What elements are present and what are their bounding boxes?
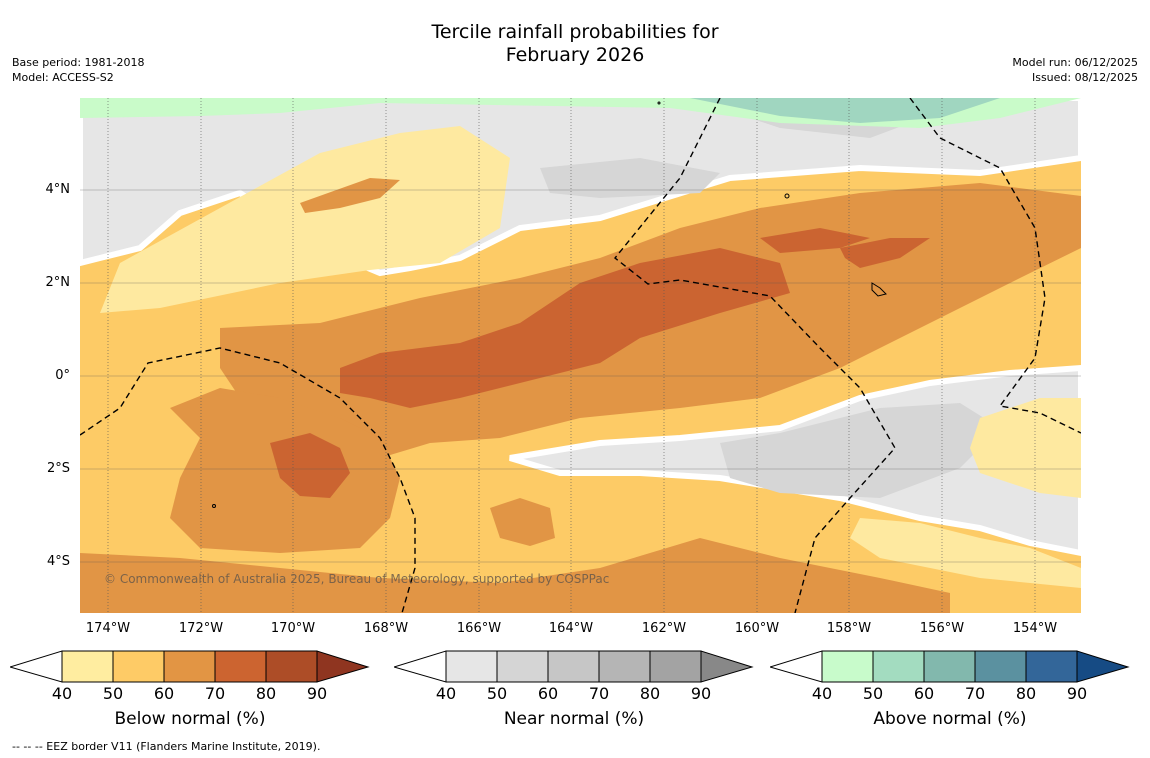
title-line-1: Tercile rainfall probabilities for (431, 21, 719, 43)
near-normal-dark-south (720, 403, 1000, 498)
below-80-core (340, 248, 790, 408)
below-80-patch-east (760, 228, 870, 253)
model-run: Model run: 06/12/2025 (1012, 56, 1138, 69)
lon-label: 160°W (734, 621, 780, 636)
colorbar-title-below: Below normal (%) (114, 709, 266, 729)
lat-label-4n: 4°N (45, 182, 71, 197)
below-70-patch-north (300, 178, 400, 213)
colorbar-swatch (163, 650, 216, 683)
below-80-patch-far-east (840, 238, 930, 268)
island-dot (657, 101, 661, 105)
issued-date: Issued: 08/12/2025 (1031, 71, 1138, 84)
colorbar-swatch (923, 650, 976, 683)
colorbar-swatch (1025, 650, 1078, 683)
colorbar-tick: 70 (204, 684, 226, 703)
colorbar-tick: 40 (811, 684, 833, 703)
colorbar-tick: 80 (639, 684, 661, 703)
lon-label: 164°W (548, 621, 594, 636)
lat-label-0: 0° (55, 368, 70, 383)
meta-left: Base period: 1981-2018 Model: ACCESS-S2 (12, 55, 144, 85)
colorbar-swatch (821, 650, 874, 683)
lat-label-2s: 2°S (46, 461, 70, 476)
colorbar-swatch (496, 650, 549, 683)
title-line-2: February 2026 (505, 44, 645, 66)
colorbar-tick: 80 (255, 684, 277, 703)
lon-label: 172°W (178, 621, 224, 636)
colorbar-tick: 40 (51, 684, 73, 703)
near-normal-dark-north (540, 158, 720, 198)
colorbar-below-normal (10, 650, 370, 683)
below-50-band-north (100, 126, 510, 313)
colorbar-swatch (974, 650, 1027, 683)
colorbar-swatch (1076, 650, 1130, 683)
lon-label: 168°W (363, 621, 409, 636)
colorbar-tick: 70 (588, 684, 610, 703)
lon-label: 154°W (1012, 621, 1058, 636)
base-period: Base period: 1981-2018 (12, 56, 145, 69)
lat-gridlines (80, 189, 1081, 563)
colorbar-tick: 70 (964, 684, 986, 703)
colorbar-above-normal (770, 650, 1130, 683)
colorbar-title-near: Near normal (%) (503, 709, 645, 729)
colorbar-tick: 80 (1015, 684, 1037, 703)
colorbar-tick: 90 (1066, 684, 1088, 703)
colorbar-swatch (61, 650, 114, 683)
colorbar-tick: 40 (435, 684, 457, 703)
model-name: Model: ACCESS-S2 (12, 71, 114, 84)
colorbar-swatch (265, 650, 318, 683)
island-dot (784, 193, 790, 199)
colorbar-swatch (394, 650, 447, 683)
above-normal-60-north (690, 98, 1000, 123)
colorbar-swatch (316, 650, 370, 683)
colorbar-near-normal (394, 650, 754, 683)
island-dot (212, 504, 216, 508)
lon-label: 166°W (456, 621, 502, 636)
lon-gridlines (107, 98, 1036, 613)
colorbar-title-above: Above normal (%) (873, 709, 1027, 729)
colorbar-swatch (598, 650, 651, 683)
lon-label: 170°W (270, 621, 316, 636)
lon-label: 156°W (919, 621, 965, 636)
colorbar-tick: 90 (690, 684, 712, 703)
colorbar-swatch (872, 650, 925, 683)
below-80-patch-sw (270, 433, 350, 498)
lon-label: 174°W (85, 621, 131, 636)
colorbar-tick: 50 (862, 684, 884, 703)
colorbar-swatch (214, 650, 267, 683)
map-credit: © Commonwealth of Australia 2025, Bureau… (104, 572, 610, 586)
lon-label: 162°W (641, 621, 687, 636)
meta-right: Model run: 06/12/2025 Issued: 08/12/2025 (1012, 55, 1138, 85)
colorbar-swatch (10, 650, 63, 683)
probability-map (80, 98, 1081, 613)
colorbar-tick: 90 (306, 684, 328, 703)
islands (212, 101, 887, 508)
colorbar-swatch (649, 650, 702, 683)
colorbar-tick: 50 (102, 684, 124, 703)
lon-label: 158°W (826, 621, 872, 636)
eez-borders (80, 98, 1081, 613)
colorbar-swatch (445, 650, 498, 683)
colorbar-tick: 60 (913, 684, 935, 703)
colorbar-tick: 60 (537, 684, 559, 703)
below-70-patch-south (490, 498, 555, 546)
lat-label-4s: 4°S (46, 554, 70, 569)
colorbar-swatch (547, 650, 600, 683)
colorbar-tick: 50 (486, 684, 508, 703)
below-70-band-bottom (80, 538, 950, 613)
colorbar-tick: 60 (153, 684, 175, 703)
island-outline (871, 282, 887, 297)
eez-footer-note: -- -- -- EEZ border V11 (Flanders Marine… (12, 740, 321, 753)
colorbar-swatch (770, 650, 823, 683)
below-50-southeast (850, 518, 1081, 588)
below-50-east (970, 398, 1081, 498)
colorbar-swatch (112, 650, 165, 683)
colorbar-swatch (700, 650, 754, 683)
lat-label-2n: 2°N (45, 275, 71, 290)
